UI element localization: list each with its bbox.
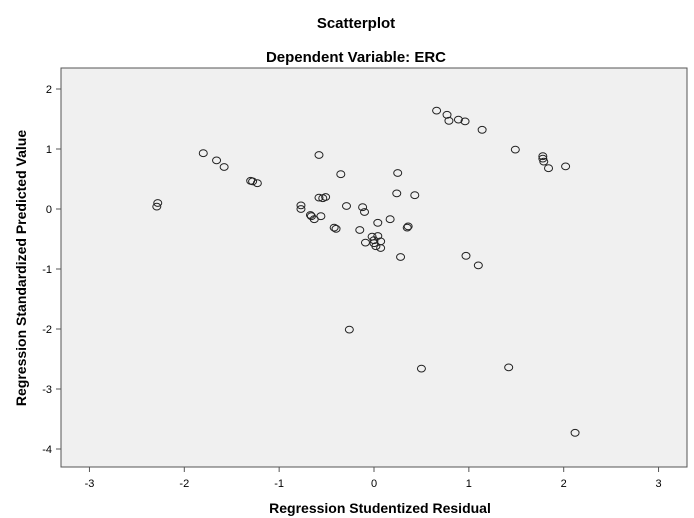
data-point	[248, 177, 258, 186]
data-point	[510, 145, 520, 154]
x-tick-label: 0	[371, 478, 377, 490]
y-tick-label: 1	[46, 144, 52, 156]
data-point	[360, 238, 370, 247]
chart-title: Scatterplot	[317, 15, 395, 32]
data-point	[371, 242, 381, 251]
data-point	[219, 163, 229, 171]
data-point	[360, 208, 370, 216]
chart-subtitle: Dependent Variable: ERC	[266, 49, 446, 66]
y-tick-label: -1	[42, 264, 52, 276]
data-point	[461, 251, 471, 260]
plot-area	[60, 67, 688, 468]
x-tick-label: 3	[655, 478, 661, 490]
data-point	[336, 170, 346, 179]
x-tick-label: -1	[274, 478, 284, 490]
x-axis-label: Regression Studentized Residual	[269, 500, 491, 516]
data-point	[376, 244, 386, 252]
data-point	[504, 363, 514, 372]
data-point	[316, 212, 326, 221]
x-tick-label: 1	[466, 478, 472, 490]
data-point	[444, 116, 454, 125]
data-point	[321, 193, 331, 201]
data-point	[344, 325, 354, 334]
data-point	[296, 201, 306, 210]
data-point	[314, 193, 324, 202]
data-point	[396, 253, 406, 261]
data-point	[477, 125, 487, 134]
data-point	[314, 151, 324, 159]
data-point	[252, 179, 262, 188]
y-tick-label: -4	[42, 444, 52, 456]
data-point	[385, 215, 395, 224]
data-point	[539, 157, 549, 166]
y-tick-label: 0	[46, 204, 52, 216]
x-tick-label: -3	[85, 478, 95, 490]
data-point	[341, 202, 351, 210]
data-point	[561, 162, 571, 171]
y-tick-label: -3	[42, 384, 52, 396]
data-point	[570, 428, 580, 437]
data-point	[393, 169, 403, 177]
data-point	[212, 156, 222, 165]
scatter-points	[152, 106, 580, 437]
data-point	[403, 222, 413, 231]
data-point	[410, 191, 420, 200]
data-point	[355, 226, 365, 234]
data-point	[329, 223, 339, 232]
data-point	[296, 205, 306, 213]
y-axis-label: Regression Standardized Predicted Value	[13, 130, 29, 406]
data-point	[198, 149, 208, 158]
data-point	[538, 152, 548, 161]
data-point	[460, 117, 470, 126]
data-point	[473, 261, 483, 270]
data-point	[331, 224, 341, 233]
data-point	[392, 189, 402, 198]
data-point	[416, 364, 426, 373]
data-point	[453, 115, 463, 124]
data-point	[152, 202, 162, 211]
y-axis-ticks: 2 1 0 -1 -2 -3 -4	[42, 84, 61, 456]
data-point	[538, 154, 548, 163]
y-tick-label: -2	[42, 324, 52, 336]
data-point	[402, 223, 412, 232]
data-point	[544, 164, 554, 173]
data-point	[373, 218, 383, 227]
data-point	[153, 199, 163, 207]
x-axis-ticks: -3 -2 -1 0 1 2 3	[85, 467, 662, 490]
data-point	[358, 203, 368, 212]
data-point	[432, 106, 442, 115]
x-tick-label: -2	[179, 478, 189, 490]
x-tick-label: 2	[561, 478, 567, 490]
y-tick-label: 2	[46, 84, 52, 96]
